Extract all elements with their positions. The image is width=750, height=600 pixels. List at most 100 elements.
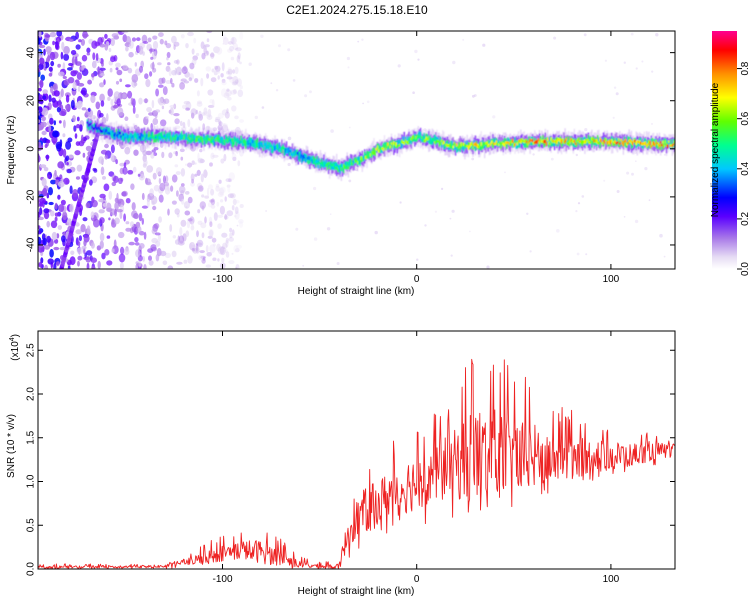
ridge-cell <box>591 138 593 148</box>
noise-cell <box>52 40 55 46</box>
noise-cell <box>93 168 98 173</box>
ridge-cell <box>422 138 424 143</box>
noise-cell <box>183 259 188 264</box>
noise-cell <box>224 213 228 220</box>
noise-cell <box>130 183 135 190</box>
ridge-cell <box>317 162 319 166</box>
ridge-cell <box>550 137 552 147</box>
noise-cell <box>208 184 213 190</box>
noise-cell <box>212 243 216 247</box>
ridge-cell <box>431 137 434 142</box>
ridge-cell <box>321 162 324 166</box>
noise-cell <box>612 116 615 119</box>
ridge-cell <box>524 141 527 148</box>
spectrogram-y-label: Frequency (Hz) <box>6 116 17 185</box>
ridge-cell <box>109 130 112 134</box>
ridge-cell <box>289 149 291 157</box>
ridge-cell <box>156 135 159 140</box>
ridge-cell <box>95 127 98 131</box>
ridge-cell <box>356 161 359 165</box>
ridge-cell <box>481 140 484 146</box>
ridge-cell <box>292 152 295 156</box>
ridge-cell <box>337 166 339 173</box>
noise-cell <box>187 162 193 168</box>
noise-cell <box>581 195 585 198</box>
noise-cell <box>217 246 225 255</box>
ridge-cell <box>109 130 112 137</box>
ridge-cell <box>97 118 99 134</box>
ridge-cell <box>503 138 506 145</box>
ridge-cell <box>102 128 105 132</box>
ridge-cell <box>538 141 541 144</box>
ridge-cell <box>353 160 355 163</box>
noise-cell <box>86 262 90 269</box>
ridge-cell <box>501 141 503 145</box>
ridge-cell <box>589 136 592 144</box>
ridge-cell <box>346 162 348 167</box>
ridge-cell <box>437 140 439 143</box>
ridge-cell <box>318 161 320 164</box>
noise-cell <box>74 150 81 156</box>
colorbar-ticks: 0.00.20.40.60.8 <box>737 61 750 276</box>
ridge-cell <box>307 155 310 165</box>
ridge-cell <box>199 136 202 141</box>
noise-cell <box>121 31 129 34</box>
x-tick-label: 0 <box>414 274 420 285</box>
noise-cell <box>127 90 133 99</box>
noise-cell <box>173 113 180 117</box>
ridge-cell <box>203 136 205 141</box>
ridge-cell <box>613 140 615 144</box>
ridge-cell <box>662 140 664 150</box>
noise-cell <box>130 97 134 106</box>
noise-cell <box>234 199 240 204</box>
noise-cell <box>212 257 217 261</box>
noise-cell <box>59 111 66 116</box>
ridge-cell <box>472 146 474 149</box>
noise-cell <box>206 73 210 79</box>
noise-cell <box>287 136 292 141</box>
ridge-cell <box>312 160 315 165</box>
ridge-cell <box>339 165 341 174</box>
noise-cell <box>232 198 237 206</box>
ridge-cell <box>423 132 425 141</box>
ridge-cell <box>496 142 499 146</box>
noise-cell <box>129 221 135 228</box>
ridge-cell <box>428 135 430 140</box>
noise-cell <box>210 77 217 83</box>
ridge-cell <box>408 137 410 142</box>
ridge-cell <box>658 143 661 148</box>
ridge-cell <box>344 165 346 169</box>
noise-cell <box>226 108 229 114</box>
ridge-cell <box>572 139 575 144</box>
noise-cell <box>201 232 205 239</box>
y-tick-label: -20 <box>26 189 37 204</box>
noise-cell <box>151 149 156 153</box>
noise-cell <box>346 56 350 61</box>
ridge-cell <box>340 167 343 172</box>
ridge-cell <box>389 145 392 149</box>
noise-cell <box>104 33 108 39</box>
noise-cell <box>196 230 199 238</box>
ridge-cell <box>318 157 320 165</box>
ridge-cell <box>189 137 191 140</box>
ridge-cell <box>656 142 658 145</box>
ridge-cell <box>132 135 134 142</box>
noise-cell <box>75 61 82 66</box>
ridge-cell <box>486 141 488 144</box>
noise-cell <box>616 190 620 193</box>
noise-cell <box>577 202 581 205</box>
noise-cell <box>115 62 121 68</box>
ridge-cell <box>87 123 90 128</box>
ridge-cell <box>291 153 294 157</box>
noise-cell <box>58 204 65 213</box>
noise-cell <box>133 149 139 156</box>
ridge-cell <box>165 133 168 137</box>
ridge-cell <box>108 127 111 135</box>
ridge-cell <box>372 151 374 155</box>
ridge-cell <box>476 144 479 148</box>
noise-cell <box>412 91 415 94</box>
ridge-cell <box>607 141 609 147</box>
noise-cell <box>168 266 172 269</box>
ridge-cell <box>227 137 230 143</box>
